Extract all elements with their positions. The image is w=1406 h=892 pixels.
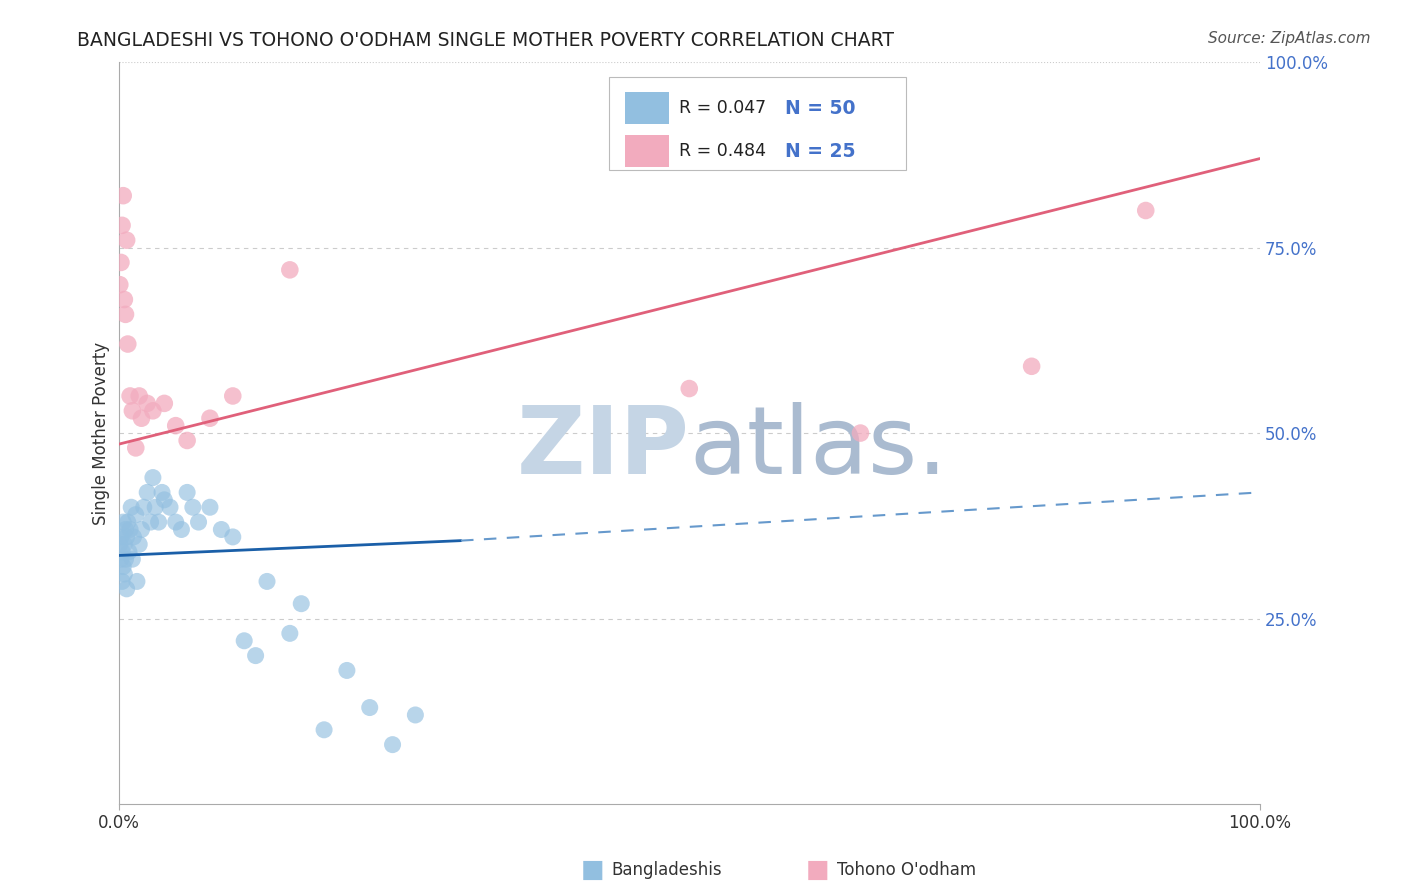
- Point: [678, 382, 700, 396]
- Point: [111, 219, 134, 233]
- Point: [153, 492, 176, 507]
- Point: [128, 389, 150, 403]
- Point: [115, 530, 138, 544]
- Text: Tohono O'odham: Tohono O'odham: [837, 861, 976, 879]
- Point: [108, 277, 131, 292]
- FancyBboxPatch shape: [626, 92, 669, 125]
- Text: R = 0.047: R = 0.047: [679, 99, 766, 117]
- Point: [142, 404, 165, 418]
- Point: [136, 485, 159, 500]
- Text: ■: ■: [581, 858, 605, 881]
- Point: [122, 530, 145, 544]
- Point: [120, 389, 142, 403]
- Text: N = 50: N = 50: [785, 99, 856, 118]
- Point: [153, 396, 176, 410]
- Point: [112, 559, 135, 574]
- Point: [114, 552, 136, 566]
- Point: [108, 537, 131, 551]
- Point: [256, 574, 278, 589]
- Point: [125, 508, 148, 522]
- Point: [170, 523, 193, 537]
- Point: [176, 434, 198, 448]
- Point: [142, 470, 165, 484]
- Point: [110, 530, 132, 544]
- Point: [187, 515, 209, 529]
- Text: R = 0.484: R = 0.484: [679, 142, 766, 161]
- Point: [359, 700, 381, 714]
- Point: [125, 574, 148, 589]
- Point: [290, 597, 312, 611]
- Point: [1021, 359, 1043, 374]
- Point: [131, 411, 153, 425]
- FancyBboxPatch shape: [609, 77, 905, 169]
- Point: [150, 485, 173, 500]
- Point: [112, 567, 135, 582]
- Point: [114, 523, 136, 537]
- Point: [198, 500, 221, 515]
- Point: [120, 523, 142, 537]
- Point: [111, 545, 134, 559]
- Point: [222, 389, 245, 403]
- Point: [143, 500, 166, 515]
- Point: [112, 293, 135, 307]
- Point: [110, 255, 132, 269]
- Point: [209, 523, 232, 537]
- Point: [148, 515, 170, 529]
- Point: [114, 307, 136, 321]
- Text: atlas.: atlas.: [689, 402, 948, 494]
- Text: N = 25: N = 25: [785, 142, 856, 161]
- Point: [278, 626, 301, 640]
- Point: [115, 582, 138, 596]
- Point: [165, 418, 187, 433]
- Text: BANGLADESHI VS TOHONO O'ODHAM SINGLE MOTHER POVERTY CORRELATION CHART: BANGLADESHI VS TOHONO O'ODHAM SINGLE MOT…: [77, 31, 894, 50]
- Point: [112, 188, 135, 202]
- Point: [159, 500, 181, 515]
- Point: [110, 552, 132, 566]
- Point: [117, 337, 139, 351]
- Point: [381, 738, 404, 752]
- Point: [112, 537, 135, 551]
- Point: [118, 545, 141, 559]
- Point: [128, 537, 150, 551]
- Point: [1135, 203, 1157, 218]
- Point: [198, 411, 221, 425]
- Point: [125, 441, 148, 455]
- Point: [233, 633, 256, 648]
- Text: ZIP: ZIP: [516, 402, 689, 494]
- Point: [117, 515, 139, 529]
- Point: [121, 552, 143, 566]
- Point: [121, 404, 143, 418]
- Point: [849, 425, 872, 440]
- Text: ■: ■: [806, 858, 830, 881]
- Point: [136, 396, 159, 410]
- Point: [111, 574, 134, 589]
- Point: [312, 723, 335, 737]
- Point: [139, 515, 162, 529]
- FancyBboxPatch shape: [626, 135, 669, 168]
- Point: [404, 708, 426, 723]
- Point: [176, 485, 198, 500]
- Point: [131, 523, 153, 537]
- Y-axis label: Single Mother Poverty: Single Mother Poverty: [93, 342, 110, 524]
- Point: [222, 530, 245, 544]
- Point: [336, 664, 359, 678]
- Point: [181, 500, 204, 515]
- Text: Source: ZipAtlas.com: Source: ZipAtlas.com: [1208, 31, 1371, 46]
- Point: [165, 515, 187, 529]
- Point: [132, 500, 155, 515]
- Text: Bangladeshis: Bangladeshis: [612, 861, 723, 879]
- Point: [112, 515, 135, 529]
- Point: [115, 233, 138, 247]
- Point: [278, 263, 301, 277]
- Point: [245, 648, 267, 663]
- Point: [120, 500, 142, 515]
